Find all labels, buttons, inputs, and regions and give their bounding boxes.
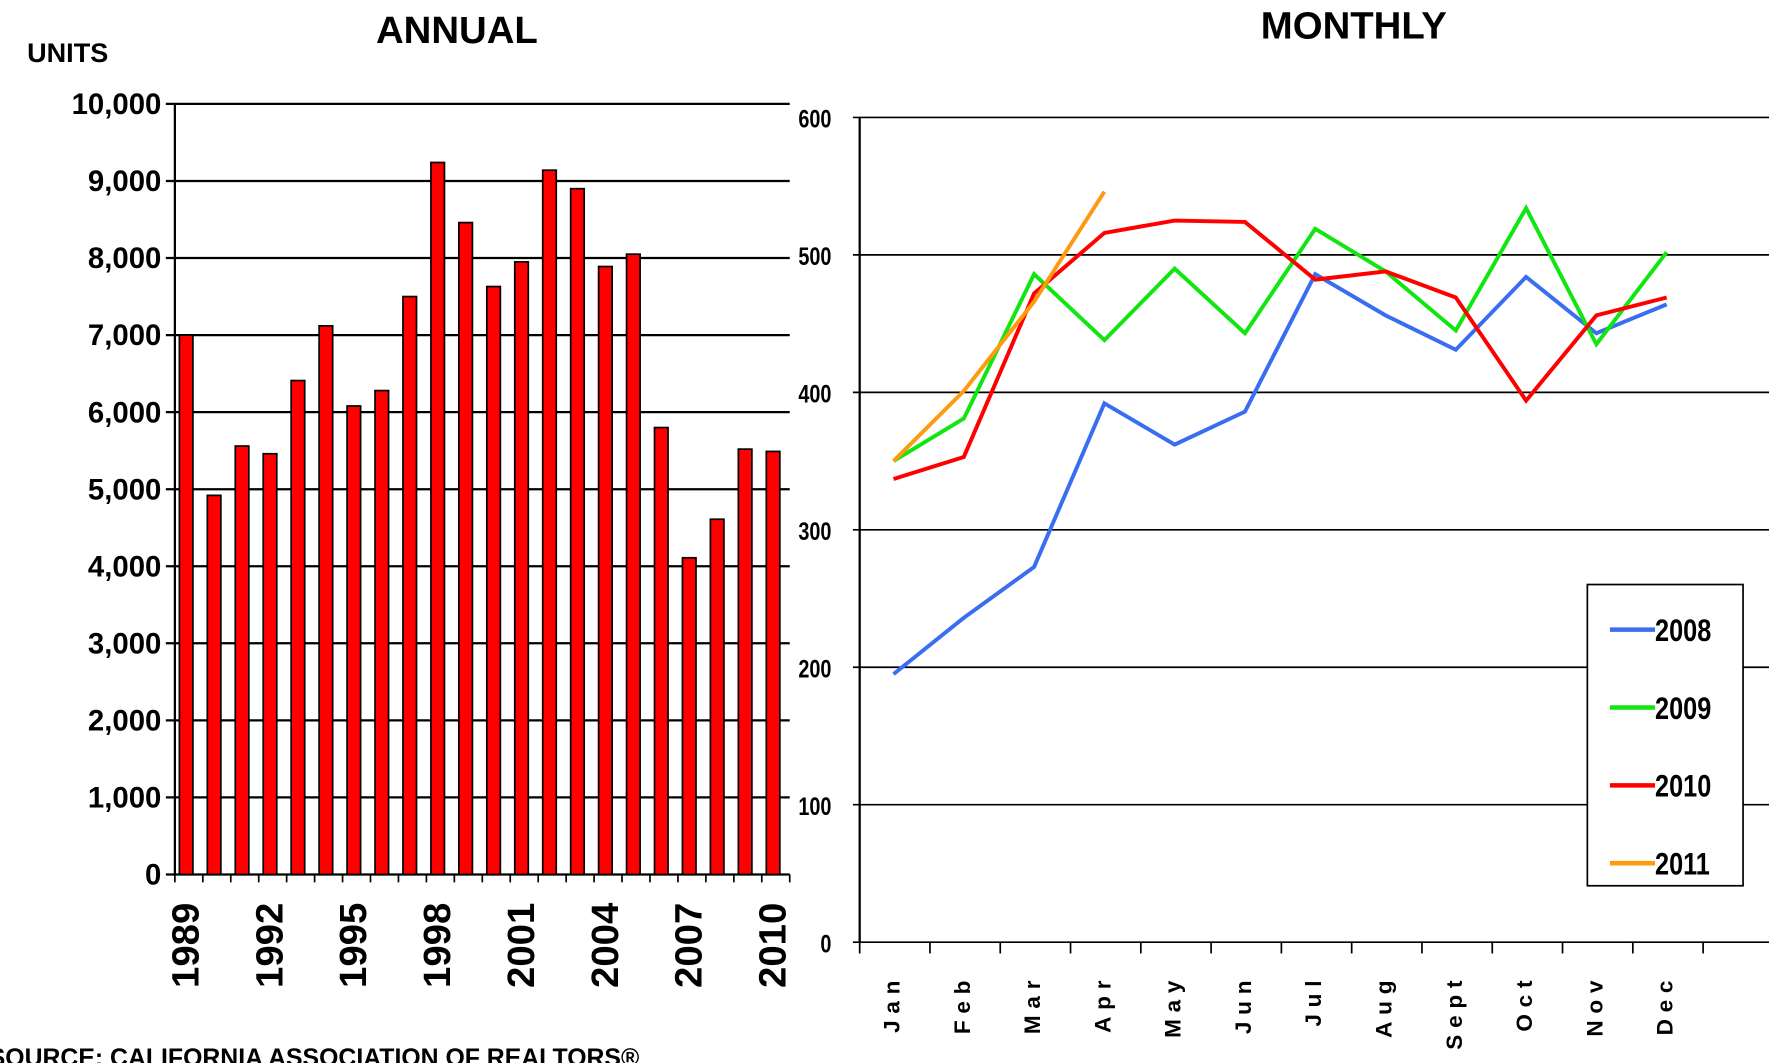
x-tick-label: Mar [1020,974,1045,1034]
bar [597,265,613,876]
y-axis-label: UNITS [27,37,108,68]
y-tick-label: 2,000 [88,705,161,738]
x-tick-label: Nov [1582,974,1607,1037]
bar [485,285,502,876]
x-tick-label: Dec [1653,974,1678,1036]
x-tick-label: Apr [1090,974,1115,1033]
x-tick-label: Aug [1371,974,1396,1038]
bar [458,221,474,876]
bar [234,445,250,876]
chart-title: ANNUAL [376,9,538,52]
x-tick-label: 2010 [751,903,794,988]
y-tick-label: 5,000 [88,473,161,506]
legend-label: 2008 [1655,613,1711,648]
legend-label: 2009 [1655,691,1711,726]
legend-label: 2011 [1655,847,1710,882]
bar [737,448,753,876]
x-tick-label: 1995 [332,903,375,988]
source-note: SOURCE: CALIFORNIA ASSOCIATION OF REALTO… [0,1045,639,1063]
y-tick-label: 4,000 [88,550,161,583]
bar [625,253,641,876]
x-tick-label: Sept [1442,974,1467,1050]
bar [178,334,194,876]
y-tick-label: 6,000 [88,396,161,429]
series-line [892,204,1669,463]
y-tick-label: 0 [820,930,831,958]
bar [402,295,418,876]
y-tick-label: 10,000 [72,88,162,121]
bar [541,169,558,876]
bar [653,426,669,876]
x-tick-label: Feb [950,974,975,1034]
y-tick-label: 7,000 [88,319,161,352]
x-tick-label: Jan [879,974,904,1033]
y-tick-label: 300 [798,518,831,546]
bar [569,187,586,876]
bar [709,518,725,876]
x-tick-label: 1998 [416,903,459,988]
x-tick-label: Oct [1512,974,1537,1032]
y-tick-label: 8,000 [88,242,161,275]
legend-label: 2010 [1655,769,1711,804]
series-line [892,271,1668,676]
legend-box [1586,583,1744,887]
bar [262,452,278,876]
chart-title: MONTHLY [1261,4,1447,47]
bar [374,389,390,876]
bar [290,379,306,876]
bar [206,494,222,876]
series-line [892,190,1107,463]
bar [765,450,781,876]
x-tick-label: May [1161,974,1186,1038]
bar [318,324,334,876]
x-tick-label: 2007 [668,903,711,988]
bar [513,261,530,876]
y-tick-label: 1,000 [88,782,161,815]
x-tick-label: 2001 [500,903,543,988]
y-tick-label: 0 [145,859,161,892]
y-tick-label: 600 [798,106,831,134]
bar [346,405,362,876]
y-tick-label: 9,000 [88,165,161,198]
x-tick-label: Jul [1301,974,1326,1027]
series-line [892,218,1668,481]
x-tick-label: Jun [1231,974,1256,1034]
bar [681,556,697,876]
x-tick-label: 1989 [165,903,208,988]
y-tick-label: 400 [798,380,831,408]
bar [430,161,446,876]
y-tick-label: 3,000 [88,627,161,660]
y-tick-label: 100 [798,793,831,821]
x-tick-label: 1992 [248,903,291,988]
y-tick-label: 200 [798,655,831,683]
y-tick-label: 500 [798,243,831,271]
x-tick-label: 2004 [584,902,627,988]
